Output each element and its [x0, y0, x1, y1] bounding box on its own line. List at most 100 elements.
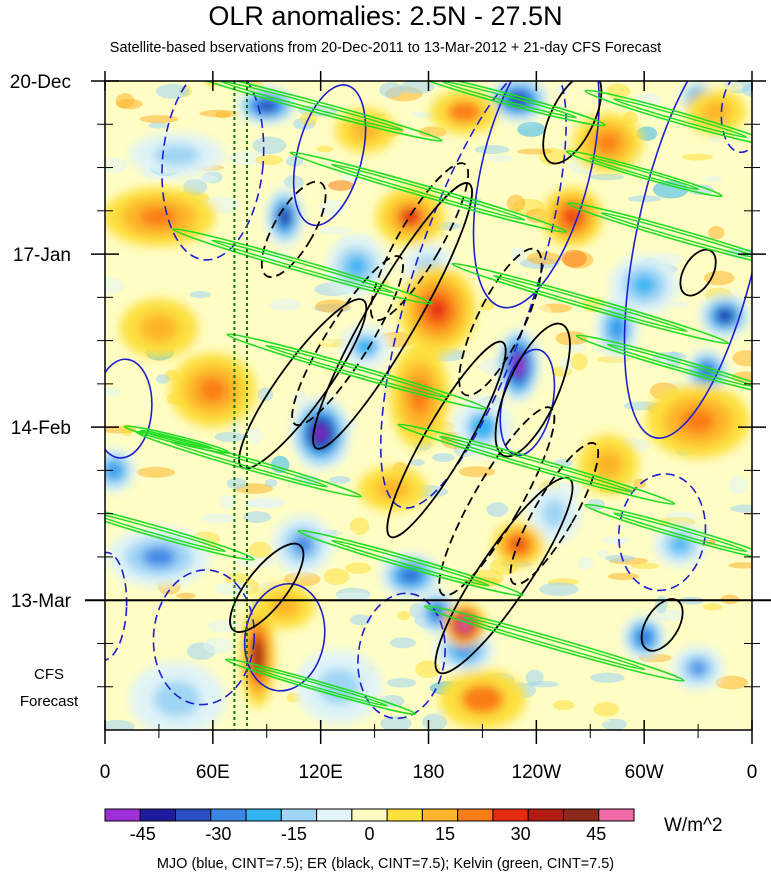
er-contour	[509, 442, 600, 586]
anomaly-blob	[672, 645, 724, 691]
x-tick-label: 0	[747, 762, 758, 783]
anomaly-ring	[352, 335, 379, 358]
mjo-contour	[720, 81, 752, 154]
texture-patch	[695, 571, 723, 582]
texture-patch	[553, 700, 575, 711]
texture-patch	[577, 556, 594, 570]
texture-patch	[730, 504, 752, 513]
texture-patch	[292, 391, 307, 406]
texture-patch	[105, 310, 122, 319]
mjo-contour	[105, 358, 153, 459]
er-contour	[260, 180, 327, 278]
texture-patch	[272, 698, 290, 711]
texture-patch	[189, 290, 211, 299]
kelvin-contour	[565, 150, 723, 198]
texture-patch	[345, 562, 372, 574]
anomaly-ring	[702, 367, 712, 376]
kelvin-contour	[289, 151, 568, 234]
texture-patch	[732, 350, 752, 367]
er-contour	[291, 255, 405, 427]
anomaly-ring	[456, 644, 472, 656]
texture-patch	[350, 614, 372, 626]
texture-patch	[146, 270, 178, 288]
kelvin-outer	[172, 228, 434, 305]
plot-area	[105, 81, 752, 730]
kelvin-inner	[265, 344, 449, 399]
anomaly-blob	[254, 584, 315, 629]
texture-patch	[724, 248, 752, 258]
kelvin-inner	[612, 512, 748, 553]
mjo-contour	[357, 592, 446, 720]
x-tick-label: 120E	[298, 762, 342, 783]
texture-patch	[564, 343, 587, 353]
anomaly-blob	[290, 396, 351, 471]
texture-patch	[555, 331, 588, 346]
mjo-contour	[472, 81, 600, 309]
anomaly-blob	[265, 187, 305, 247]
anomaly-ring	[671, 537, 689, 552]
texture-patch	[328, 180, 354, 191]
mjo-contour	[152, 569, 256, 706]
colorbar-segment	[457, 808, 494, 822]
texture-patch	[204, 81, 219, 88]
texture-patch	[715, 675, 748, 690]
texture-patch	[516, 148, 553, 155]
texture-patch	[474, 145, 510, 154]
anomaly-ring	[404, 571, 417, 580]
texture-patch	[654, 595, 668, 614]
texture-patch	[120, 424, 134, 436]
colorbar-segment	[386, 808, 423, 822]
er-contour	[679, 248, 717, 297]
anomaly-blob	[685, 89, 747, 135]
x-axis: 0 60E 120E 180 120W 60W 0	[100, 71, 758, 783]
texture-patch	[560, 356, 573, 373]
texture-patch	[286, 155, 304, 167]
contour-legend: MJO (blue, CINT=7.5); ER (black, CINT=7.…	[156, 856, 615, 872]
texture-patch	[116, 98, 143, 110]
anomaly-ring	[399, 207, 423, 227]
kelvin-inner	[492, 274, 688, 333]
texture-patch	[105, 277, 124, 295]
texture-patch	[176, 592, 196, 599]
er-contour	[369, 162, 470, 322]
texture-patch	[704, 175, 723, 182]
texture-patch	[255, 154, 283, 166]
kelvin-inner	[462, 616, 646, 671]
anomaly-ring	[460, 684, 504, 714]
kelvin-outer	[575, 334, 752, 397]
texture-patch	[196, 467, 210, 480]
texture-patch	[316, 327, 338, 346]
anomaly-ring	[140, 207, 178, 227]
anomaly-blob	[578, 434, 639, 494]
kelvin-outer	[224, 658, 417, 716]
kelvin-inner	[589, 157, 700, 191]
anomaly-ring	[292, 534, 313, 555]
kelvin-outer	[397, 423, 676, 505]
texture-patch	[586, 498, 606, 511]
kelvin-contour	[226, 333, 487, 410]
kelvin-contour	[105, 503, 255, 561]
x-tick-label: 180	[413, 762, 445, 783]
anomaly-blob	[120, 298, 198, 358]
texture-patch	[399, 81, 435, 94]
texture-patch	[389, 637, 416, 649]
texture-patch	[576, 716, 611, 724]
kelvin-contour	[584, 503, 752, 561]
texture-patch	[272, 81, 305, 86]
anomaly-ring	[198, 377, 228, 403]
texture-patch	[526, 251, 562, 265]
kelvin-outer	[180, 81, 443, 142]
anomaly-ring	[346, 256, 367, 277]
anomaly-blob	[573, 113, 643, 173]
anomaly-blob	[429, 89, 499, 135]
colorbar-segment	[175, 808, 212, 822]
colorbar-tick-label: 0	[364, 824, 374, 844]
x-tick-label: 60E	[196, 762, 230, 783]
texture-patch	[199, 174, 218, 182]
anomaly-ring	[689, 660, 707, 676]
texture-patch	[517, 121, 546, 137]
kelvin-contour	[567, 202, 752, 269]
chart-subtitle: Satellite-based bservations from 20-Dec-…	[109, 40, 662, 56]
kelvin-outer	[289, 151, 568, 234]
